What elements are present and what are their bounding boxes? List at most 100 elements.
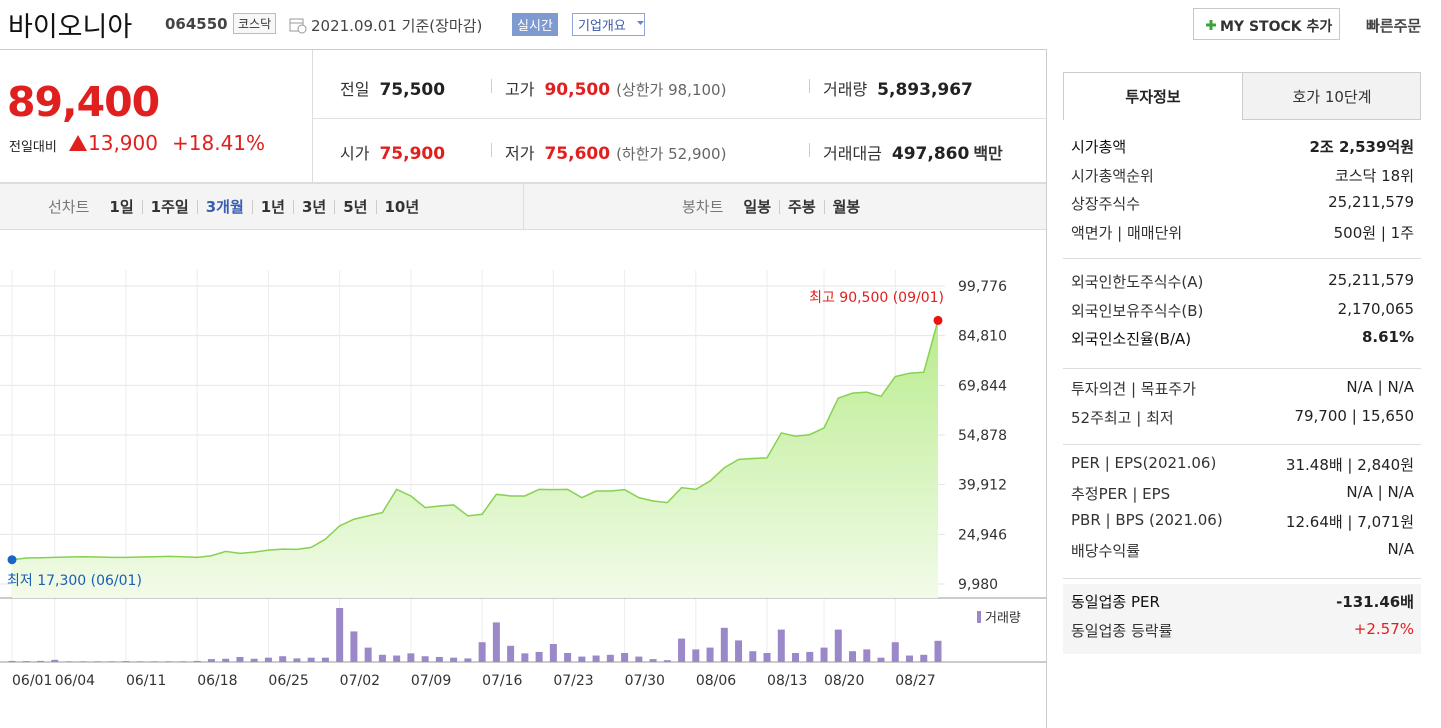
price-chart: 9,980 24,946 39,912 54,878 69,844 84,810 99,77… bbox=[0, 270, 1046, 689]
separator bbox=[491, 79, 492, 93]
volume-bar bbox=[150, 661, 158, 662]
info-row: 52주최고 | 최저 79,700 | 15,650 bbox=[1071, 407, 1414, 428]
info-value: 500원 | 1주 bbox=[1333, 223, 1414, 242]
candle-tab[interactable]: 월봉 bbox=[823, 199, 869, 214]
y-tick-label: 54,878 bbox=[958, 428, 1007, 444]
info-value: 25,211,579 bbox=[1328, 193, 1414, 212]
y-tick-label: 99,776 bbox=[958, 279, 1007, 295]
volume-bar bbox=[834, 629, 842, 662]
stat-value: 90,500 bbox=[544, 80, 611, 100]
x-tick-label: 08/13 bbox=[767, 673, 807, 689]
stat-cell: 저가 75,600 (하한가 52,900) bbox=[491, 140, 727, 164]
x-tick-label: 06/18 bbox=[197, 673, 237, 689]
market-badge: 코스닥 bbox=[233, 13, 277, 34]
x-tick-label: 07/30 bbox=[625, 673, 665, 689]
info-label: 시가총액 bbox=[1071, 138, 1127, 156]
info-row: 배당수익률 N/A bbox=[1071, 540, 1414, 561]
period-tab[interactable]: 5년 bbox=[334, 199, 375, 214]
period-tab[interactable]: 1주일 bbox=[141, 199, 197, 214]
volume-bar bbox=[706, 647, 714, 662]
info-row: 시가총액순위 코스닥 18위 bbox=[1071, 165, 1414, 186]
stat-note: (상한가 98,100) bbox=[616, 81, 727, 99]
volume-bar bbox=[521, 653, 529, 662]
info-row: PBR | BPS (2021.06) 12.64배 | 7,071원 bbox=[1071, 511, 1414, 532]
x-tick-label: 08/27 bbox=[895, 673, 935, 689]
volume-bar bbox=[435, 656, 443, 662]
current-price: 89,400 bbox=[7, 78, 160, 126]
divider bbox=[1063, 444, 1421, 445]
stat-cell: 고가 90,500 (상한가 98,100) bbox=[491, 76, 727, 100]
tab-caption: 선차트 bbox=[48, 198, 90, 216]
info-row: 동일업종 등락률 +2.57% bbox=[1071, 620, 1414, 641]
volume-bar bbox=[877, 657, 885, 662]
change-label: 전일대비 bbox=[9, 140, 57, 155]
info-tab[interactable]: 투자정보 bbox=[1063, 72, 1243, 120]
info-value: 79,700 | 15,650 bbox=[1294, 406, 1414, 425]
date-label: 2021.09.01 기준(장마감) bbox=[311, 17, 483, 35]
divider bbox=[523, 184, 524, 229]
period-tab[interactable]: 10년 bbox=[375, 199, 428, 214]
volume-bar bbox=[478, 642, 486, 662]
stat-label: 고가 bbox=[505, 80, 535, 99]
high-marker bbox=[933, 315, 943, 325]
divider bbox=[1046, 49, 1047, 728]
divider bbox=[1063, 258, 1421, 259]
stat-cell: 거래량 5,893,967 bbox=[809, 76, 973, 100]
stock-code: 064550 bbox=[165, 15, 228, 33]
candle-tab[interactable]: 주봉 bbox=[779, 199, 824, 214]
period-tab[interactable]: 1년 bbox=[251, 199, 293, 214]
x-tick-label: 08/06 bbox=[696, 673, 736, 689]
period-tab[interactable]: 3년 bbox=[293, 199, 334, 214]
volume-bar bbox=[8, 660, 16, 662]
volume-bar bbox=[806, 651, 814, 662]
stat-cell: 거래대금 497,860 백만 bbox=[809, 140, 1003, 164]
info-row: 동일업종 PER -131.46배 bbox=[1071, 591, 1414, 612]
candle-tab[interactable]: 일봉 bbox=[743, 197, 772, 216]
info-label: 외국인보유주식수(B) bbox=[1071, 301, 1204, 320]
divider bbox=[1063, 368, 1421, 369]
stat-value: 75,500 bbox=[379, 80, 446, 100]
volume-bar bbox=[450, 657, 458, 662]
volume-bar bbox=[635, 656, 643, 662]
info-row: 투자의견 | 목표주가 N/A | N/A bbox=[1071, 378, 1414, 399]
stat-note: (하한가 52,900) bbox=[616, 145, 727, 163]
company-info-dropdown[interactable]: 기업개요 bbox=[572, 13, 645, 36]
calendar-icon bbox=[289, 18, 307, 34]
chart-tabs: 선차트 1일 1주일 3개월 1년 3년 5년 10년 봉차트 일봉 주봉 월봉 bbox=[0, 183, 1046, 230]
stat-label: 거래량 bbox=[823, 80, 868, 99]
volume-bar bbox=[407, 653, 415, 662]
volume-bar bbox=[79, 661, 87, 662]
dropdown-arrow bbox=[637, 21, 644, 25]
divider bbox=[312, 50, 313, 183]
volume-bar bbox=[606, 654, 614, 662]
volume-bar bbox=[51, 659, 59, 662]
period-tab[interactable]: 1일 bbox=[109, 197, 134, 216]
volume-bar bbox=[763, 653, 771, 662]
volume-bar bbox=[193, 660, 201, 662]
info-label: 52주최고 | 최저 bbox=[1071, 408, 1174, 427]
info-value: 12.64배 | 7,071원 bbox=[1285, 513, 1414, 532]
volume-bar bbox=[564, 653, 572, 662]
stat-value: 75,900 bbox=[379, 144, 446, 164]
x-tick-label: 06/25 bbox=[268, 673, 308, 689]
candle-tabs: 봉차트 일봉 주봉 월봉 bbox=[682, 184, 868, 229]
volume-bar bbox=[93, 661, 101, 662]
period-tab[interactable]: 3개월 bbox=[196, 199, 252, 214]
volume-legend-swatch bbox=[977, 611, 981, 623]
info-tab[interactable]: 호가 10단계 bbox=[1292, 87, 1372, 106]
my-stock-label: MY STOCK 추가 bbox=[1220, 19, 1333, 35]
volume-bar bbox=[36, 660, 44, 662]
low-annotation: 최저 17,300 (06/01) bbox=[7, 573, 142, 589]
high-annotation: 최고 90,500 (09/01) bbox=[809, 290, 944, 306]
quick-order[interactable]: 빠른주문 bbox=[1366, 17, 1422, 35]
stat-label: 거래대금 bbox=[823, 144, 882, 163]
my-stock-button[interactable]: MY STOCK 추가 bbox=[1193, 8, 1340, 40]
realtime-button[interactable]: 실시간 bbox=[512, 13, 558, 36]
volume-bar bbox=[136, 661, 144, 662]
volume-bar bbox=[578, 656, 586, 662]
volume-bar bbox=[264, 657, 272, 662]
volume-bar bbox=[849, 651, 857, 662]
volume-bar bbox=[663, 660, 671, 662]
stat-value: 497,860 bbox=[891, 144, 970, 164]
quote-box bbox=[0, 49, 1046, 183]
